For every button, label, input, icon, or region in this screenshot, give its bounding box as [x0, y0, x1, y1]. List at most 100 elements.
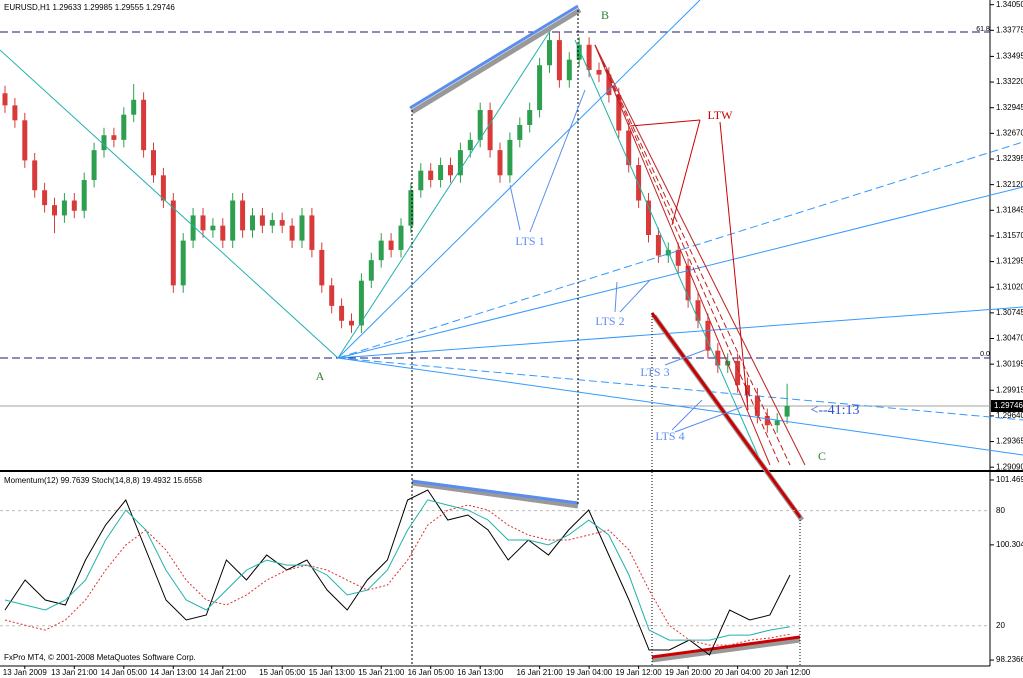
candle-body [616, 95, 622, 131]
trend-line [614, 281, 618, 313]
trend-line [594, 44, 791, 466]
candle-body [507, 139, 513, 176]
candle-body [368, 260, 374, 281]
trend-line [411, 479, 579, 505]
annotation: A [316, 369, 325, 383]
indicator-line [4, 504, 791, 646]
candle-body [319, 249, 325, 286]
trend-line [594, 44, 806, 466]
y-tick-label: 1.30195 [996, 359, 1023, 368]
y-tick-label: 1.29915 [996, 385, 1023, 394]
annotation: 0.0 [980, 351, 990, 358]
candle-body [210, 225, 216, 231]
candle-body [576, 44, 582, 60]
candle-body [735, 360, 741, 386]
candle-body [596, 69, 602, 75]
trend-line [650, 312, 802, 518]
trend-line [411, 480, 579, 509]
y-tick-label: 1.31020 [996, 282, 1023, 291]
y-tick-label: 1.31570 [996, 231, 1023, 240]
x-tick-label: 20 Jan 04:00 [714, 668, 761, 677]
x-tick-label: 16 Jan 05:00 [408, 668, 455, 677]
candle-body [220, 225, 226, 241]
candle-body [428, 170, 434, 180]
x-tick-label: 15 Jan 13:00 [309, 668, 356, 677]
candle-body [121, 114, 127, 140]
candle-body [754, 395, 760, 416]
candle-body [398, 225, 404, 250]
candle-body [675, 249, 681, 266]
annotation: <--41:13 [810, 403, 859, 418]
last-price-box [991, 400, 1023, 413]
candle-body [289, 225, 295, 241]
candle-body [101, 135, 107, 151]
x-tick-label: 14 Jan 13:00 [150, 668, 197, 677]
candle-body [131, 99, 137, 115]
candle-body [646, 200, 651, 235]
candle-body [438, 165, 444, 180]
x-tick-label: 15 Jan 21:00 [358, 668, 405, 677]
candle-body [764, 415, 770, 426]
candle-body [448, 165, 453, 176]
trend-line [674, 406, 743, 433]
candle-body [230, 200, 236, 241]
y-tick-label: 1.31845 [996, 205, 1023, 214]
indicator-line [4, 489, 791, 656]
candle-body [715, 350, 721, 366]
trend-line [664, 349, 706, 366]
candle-body [388, 240, 394, 250]
y-tick-label: 20 [996, 621, 1005, 630]
y-tick-label: 80 [996, 506, 1005, 515]
annotation: C [818, 449, 826, 463]
trend-line [629, 119, 701, 127]
x-tick-label: 19 Jan 12:00 [615, 668, 662, 677]
candle-body [269, 220, 275, 226]
chart-header: EURUSD,H1 1.29633 1.29985 1.29555 1.2974… [4, 3, 175, 12]
trend-line [409, 4, 579, 110]
candle-body [349, 320, 354, 326]
candle-body [606, 74, 612, 96]
candle-body [467, 139, 473, 151]
trend-line [671, 399, 703, 431]
trend-line [337, 306, 1023, 359]
x-tick-label: 19 Jan 04:00 [566, 668, 613, 677]
candle-body [250, 215, 255, 231]
candle-body [695, 300, 701, 321]
candle-body [339, 305, 345, 321]
y-tick-label: 1.29090 [996, 462, 1023, 471]
annotation: B [601, 8, 609, 22]
candle-body [329, 285, 335, 306]
trend-line [0, 49, 339, 359]
y-tick-label: 1.32120 [996, 180, 1023, 189]
x-tick-label: 15 Jan 05:00 [259, 668, 306, 677]
candle-body [408, 190, 414, 226]
trend-line [337, 357, 1023, 456]
y2-tick-label: 101.4690 [996, 475, 1023, 484]
y-tick-label: 1.30470 [996, 334, 1023, 343]
candle-body [52, 205, 57, 216]
y-tick-label: 1.30745 [996, 308, 1023, 317]
y-tick-label: 1.32945 [996, 103, 1023, 112]
y-tick-label: 1.29365 [996, 437, 1023, 446]
y2-tick-label: 98.2366 [996, 655, 1023, 664]
annotation: LTS 1 [515, 234, 544, 248]
x-tick-label: 19 Jan 20:00 [665, 668, 712, 677]
candle-body [299, 215, 305, 241]
candle-body [12, 105, 18, 121]
candle-body [259, 215, 265, 226]
candle-body [2, 93, 8, 106]
y-tick-label: 1.33220 [996, 77, 1023, 86]
candle-body [309, 215, 315, 250]
candle-body [81, 179, 87, 211]
indicator-line [4, 499, 791, 641]
annotation: LTS 2 [595, 314, 624, 328]
trend-line [594, 44, 781, 466]
candle-body [111, 135, 117, 140]
trend-line [619, 279, 651, 313]
x-tick-label: 14 Jan 05:00 [101, 668, 148, 677]
candle-body [170, 200, 176, 286]
candle-body [527, 110, 533, 125]
trend-line [529, 89, 586, 233]
annotation: 61.8 [976, 26, 990, 33]
candle-body [279, 220, 285, 226]
